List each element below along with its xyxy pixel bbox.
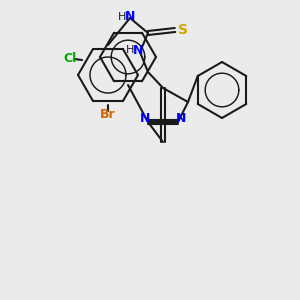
Text: N: N: [125, 11, 135, 23]
Text: N: N: [176, 112, 186, 125]
Text: Cl: Cl: [63, 52, 76, 64]
Text: Br: Br: [100, 109, 116, 122]
Text: N: N: [140, 112, 150, 125]
Text: H: H: [118, 12, 126, 22]
Text: N: N: [133, 44, 143, 56]
Text: H: H: [126, 45, 134, 55]
Text: S: S: [178, 23, 188, 37]
